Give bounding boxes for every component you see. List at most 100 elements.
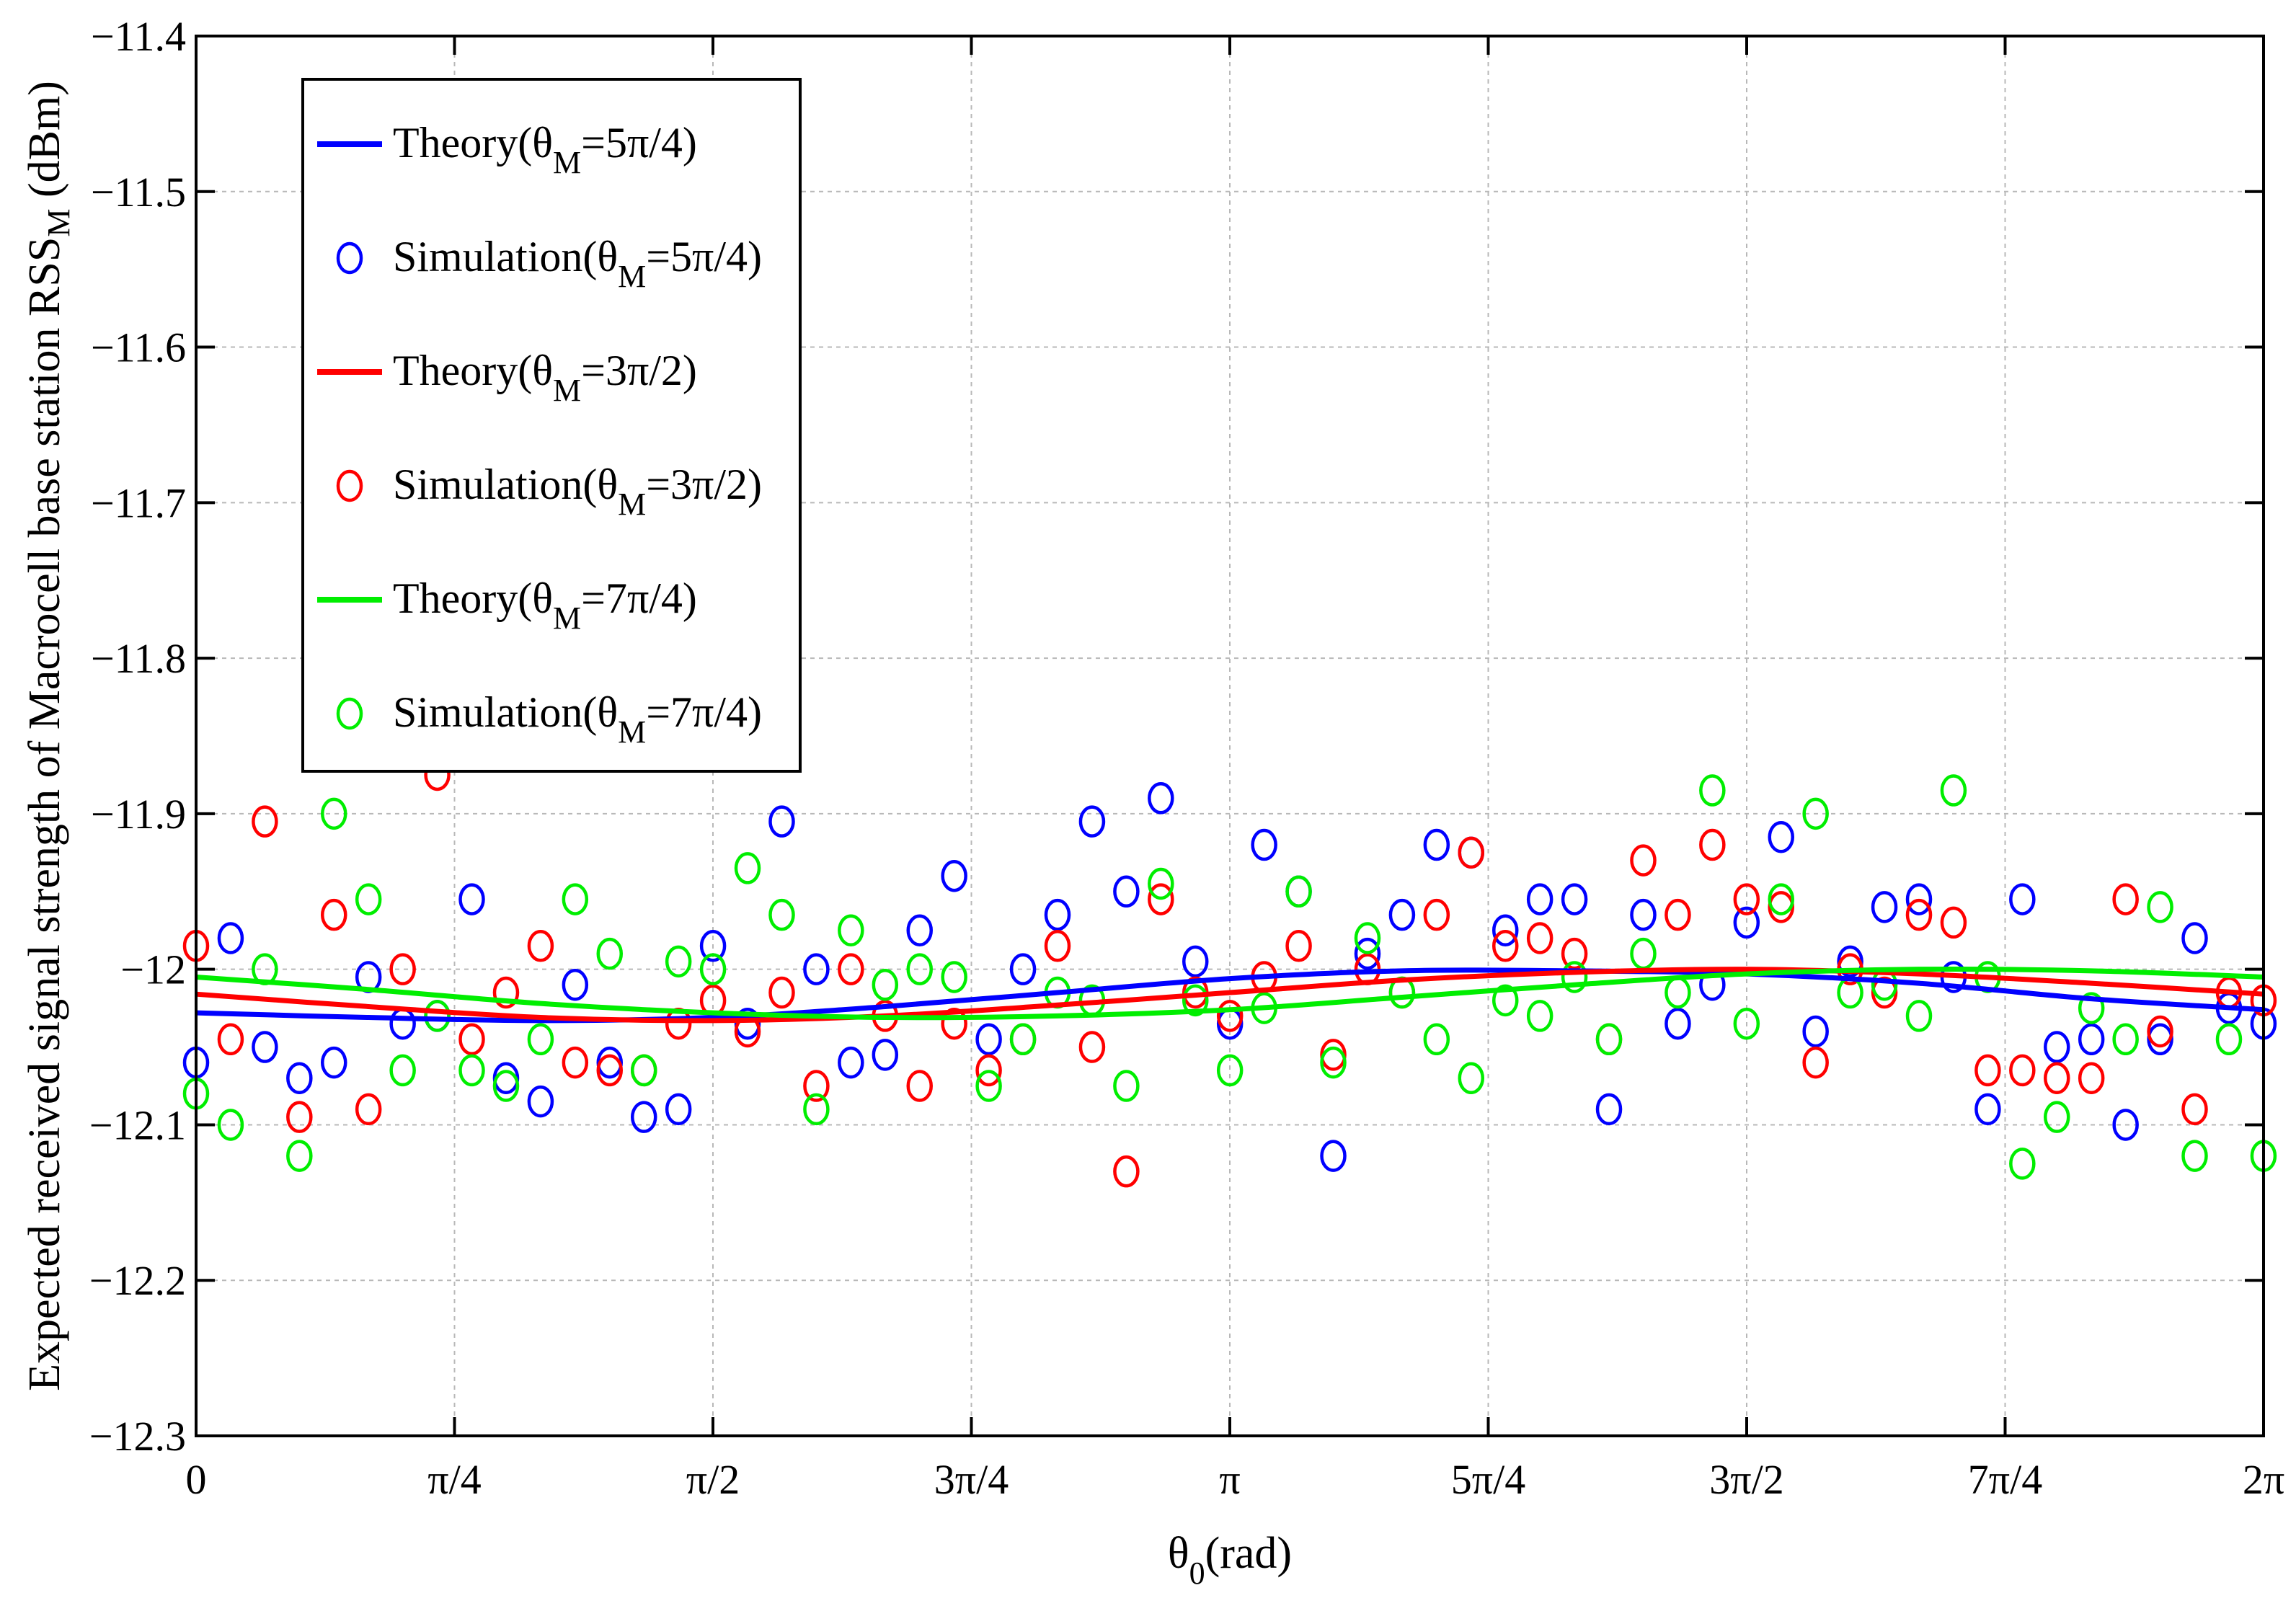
x-tick-label: 0 [186,1456,207,1503]
data-point [2044,1062,2070,1094]
legend-label: Theory(θM=3π/2) [393,347,697,408]
data-point [424,1000,451,1032]
x-tick-label: 7π/4 [1968,1456,2042,1503]
legend-label: Theory(θM=7π/4) [393,574,697,636]
x-axis-label-sub: 0 [1189,1556,1205,1591]
data-point [2044,1031,2070,1063]
data-point [1699,774,1726,807]
data-point [906,1070,933,1102]
data-point [217,1023,244,1056]
data-point [596,937,624,970]
data-point [1044,930,1071,962]
series-Simulation(θM=3π/2) [182,758,2277,1188]
data-point [527,1085,554,1118]
data-point [1320,1046,1347,1079]
data-point [838,914,864,946]
data-point [389,953,416,985]
data-point [803,1093,830,1126]
legend: Theory(θM=5π/4) Simulation(θM=5π/4) Theory… [301,78,802,773]
data-point [2112,1023,2139,1056]
data-point [286,1140,313,1172]
data-point [1630,844,1657,877]
data-point [1940,906,1967,939]
data-point [389,1054,416,1087]
data-point [941,961,967,993]
series-line-Theory(θM=5π/4) [195,967,2264,1024]
data-point [768,976,795,1009]
data-point [1423,1023,1450,1056]
data-point [768,805,795,838]
y-tick-label: −12.2 [89,1257,186,1304]
data-point [2112,883,2139,915]
data-point [458,1023,485,1056]
data-point [1113,875,1140,908]
data-point [355,883,382,915]
legend-box [301,78,802,773]
legend-entry: Theory(θM=3π/2) [317,347,697,408]
data-point [1871,891,1898,923]
series-Simulation(θM=7π/4) [182,774,2277,1180]
axis-ticks: 0 π/4 π/2 3π/4 π 5π/4 3π/2 7π/4 2π −11.4 −11.5 −11.… [89,13,2284,1503]
data-point [2181,1093,2208,1126]
data-point [217,922,244,954]
data-point [1526,1000,1553,1032]
data-point [941,1007,967,1040]
x-axis-label: θ0(rad) [1168,1529,1292,1591]
data-point [1148,883,1174,915]
data-point [1768,821,1794,853]
data-point [492,1070,520,1102]
legend-entry: Theory(θM=5π/4) [317,119,697,180]
data-point [1561,883,1588,915]
legend-label: Simulation(θM=3π/2) [393,461,762,522]
y-tick-label: −11.8 [91,635,186,682]
data-point [1320,1140,1347,1172]
y-tick-label: −12.3 [89,1413,186,1460]
series-Simulation(θM=5π/4) [182,782,2277,1172]
data-point [217,1109,244,1141]
data-point [2112,1109,2139,1141]
data-point [1526,922,1553,954]
x-tick-label: 3π/2 [1709,1456,1783,1503]
legend-marker-swatch [336,697,363,730]
y-tick-label: −11.4 [91,13,186,60]
data-point [1561,937,1588,970]
x-tick-label: π/4 [427,1456,481,1503]
data-point [1113,1155,1140,1188]
data-point [1285,875,1312,908]
data-point [1388,898,1416,931]
data-point [1251,828,1277,861]
data-point [1974,1054,2001,1087]
data-point [1905,883,1933,915]
data-point [838,953,864,985]
x-tick-label: π/2 [686,1456,740,1503]
data-point [562,968,589,1001]
data-point [286,1101,313,1133]
data-point [941,859,967,892]
data-point [630,1101,657,1133]
y-tick-label: −12.1 [89,1101,186,1148]
data-point [734,852,761,884]
data-point [1354,922,1381,954]
plot-frame [195,35,2265,1437]
legend-entry: Simulation(θM=7π/4) [336,688,762,750]
series-layer [182,758,2277,1188]
x-tick-label: 5π/4 [1451,1456,1525,1503]
legend-entry: Simulation(θM=5π/4) [336,233,762,294]
data-point [2009,1054,2036,1087]
data-point [2181,922,2208,954]
data-point [2044,1101,2070,1133]
data-point [1009,1023,1037,1056]
data-point [1458,836,1485,869]
data-point [1078,1031,1106,1063]
data-point [872,968,899,1001]
data-point [286,1062,313,1094]
data-point [321,1046,347,1079]
data-point [665,945,692,978]
data-point [1665,898,1691,931]
data-point [2078,992,2105,1024]
data-point [1595,1023,1623,1056]
data-point [1940,774,1967,807]
data-point [1491,984,1519,1017]
data-point [2215,1023,2243,1056]
data-point [252,1031,278,1063]
